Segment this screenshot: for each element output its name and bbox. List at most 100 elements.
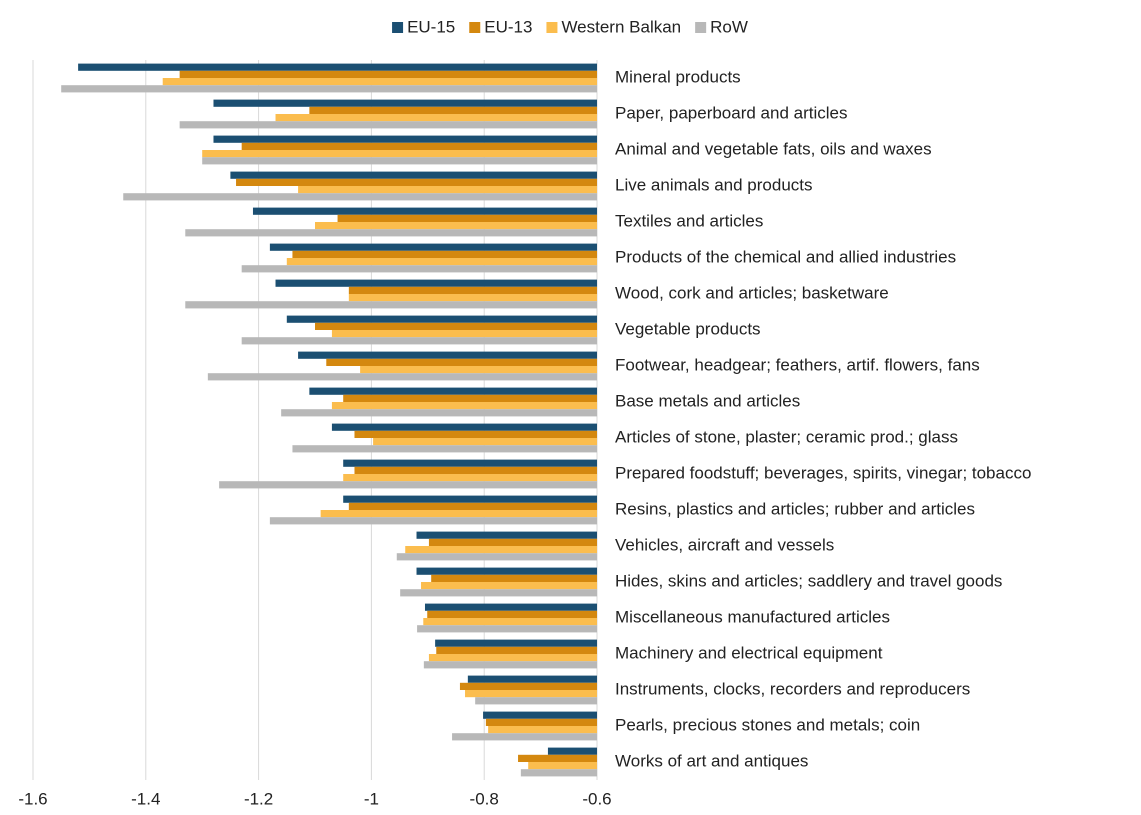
category-label: Vegetable products	[615, 319, 761, 338]
bar	[421, 582, 597, 590]
bar	[436, 646, 597, 654]
bar	[423, 661, 597, 669]
bar	[348, 286, 597, 294]
category-label: Works of art and antiques	[615, 751, 808, 770]
bar	[475, 697, 597, 705]
bar	[431, 574, 597, 582]
bar	[320, 510, 597, 518]
bar	[520, 769, 597, 777]
category-label: Miscellaneous manufactured articles	[615, 607, 890, 626]
bar	[452, 733, 597, 741]
category-label: Resins, plastics and articles; rubber an…	[615, 499, 975, 518]
category-label: Mineral products	[615, 67, 741, 86]
legend-swatch	[469, 22, 481, 33]
bar	[485, 718, 597, 726]
bar	[331, 423, 597, 431]
bar	[207, 373, 597, 381]
bar	[298, 186, 597, 194]
bar	[123, 193, 598, 201]
x-tick-label: -0.8	[470, 789, 499, 808]
bar	[331, 330, 597, 338]
legend-label: EU-13	[484, 17, 532, 36]
bar	[331, 402, 597, 410]
bar	[416, 567, 597, 575]
category-label: Articles of stone, plaster; ceramic prod…	[615, 427, 958, 446]
bar	[348, 502, 597, 510]
category-label: Hides, skins and articles; saddlery and …	[615, 571, 1002, 590]
bar	[298, 351, 597, 359]
bar	[309, 106, 597, 114]
bar	[213, 99, 598, 107]
bar	[424, 603, 597, 611]
bar	[428, 654, 597, 662]
bar	[61, 85, 597, 93]
category-label: Pearls, precious stones and metals; coin	[615, 715, 920, 734]
bar	[354, 466, 597, 474]
bar	[78, 63, 598, 71]
bar	[417, 625, 597, 633]
x-tick-label: -0.6	[582, 789, 611, 808]
bar	[241, 142, 597, 150]
bar	[343, 394, 597, 402]
bar	[281, 409, 597, 417]
bar	[427, 610, 597, 618]
category-label: Paper, paperboard and articles	[615, 103, 848, 122]
bar	[416, 531, 597, 539]
bar	[252, 207, 597, 215]
legend-swatch	[392, 22, 404, 33]
category-label: Vehicles, aircraft and vessels	[615, 535, 834, 554]
bar	[269, 517, 597, 525]
category-label: Base metals and articles	[615, 391, 800, 410]
bar	[292, 250, 597, 258]
bar	[230, 171, 597, 179]
bar	[343, 459, 597, 467]
x-tick-label: -1.4	[131, 789, 160, 808]
bar	[185, 301, 597, 309]
bar	[435, 639, 597, 647]
bar	[483, 711, 597, 719]
bar	[309, 387, 597, 395]
bar	[459, 682, 597, 690]
x-tick-label: -1.2	[244, 789, 273, 808]
x-tick-label: -1.6	[18, 789, 47, 808]
bar	[241, 337, 597, 345]
legend-label: EU-15	[407, 17, 455, 36]
bar	[405, 546, 597, 554]
bar	[465, 690, 597, 698]
legend-swatch	[695, 22, 707, 33]
bar	[179, 70, 597, 78]
bar	[315, 222, 597, 230]
bar	[202, 157, 597, 165]
bar	[428, 538, 597, 546]
category-label: Textiles and articles	[615, 211, 763, 230]
bar	[286, 258, 597, 266]
bar	[269, 243, 597, 251]
bar	[315, 322, 597, 330]
bar	[286, 315, 597, 323]
bar	[241, 265, 597, 273]
category-label: Prepared foodstuff; beverages, spirits, …	[615, 463, 1031, 482]
category-label: Instruments, clocks, recorders and repro…	[615, 679, 970, 698]
bar	[162, 78, 597, 86]
bar	[400, 589, 597, 597]
bar	[488, 726, 597, 734]
bar	[360, 366, 597, 374]
bar	[275, 114, 597, 122]
legend-swatch	[546, 22, 558, 33]
bar	[518, 754, 597, 762]
bar	[337, 214, 597, 222]
bar	[275, 279, 597, 287]
bar	[185, 229, 597, 237]
bar	[423, 618, 597, 626]
bar	[547, 747, 597, 755]
bar	[396, 553, 597, 561]
x-tick-label: -1	[364, 789, 379, 808]
bar	[179, 121, 597, 129]
category-label: Wood, cork and articles; basketware	[615, 283, 889, 302]
category-label: Animal and vegetable fats, oils and waxe…	[615, 139, 932, 158]
legend-label: RoW	[710, 17, 748, 36]
bar	[292, 445, 597, 453]
legend-label: Western Balkan	[561, 17, 681, 36]
bar	[354, 430, 597, 438]
